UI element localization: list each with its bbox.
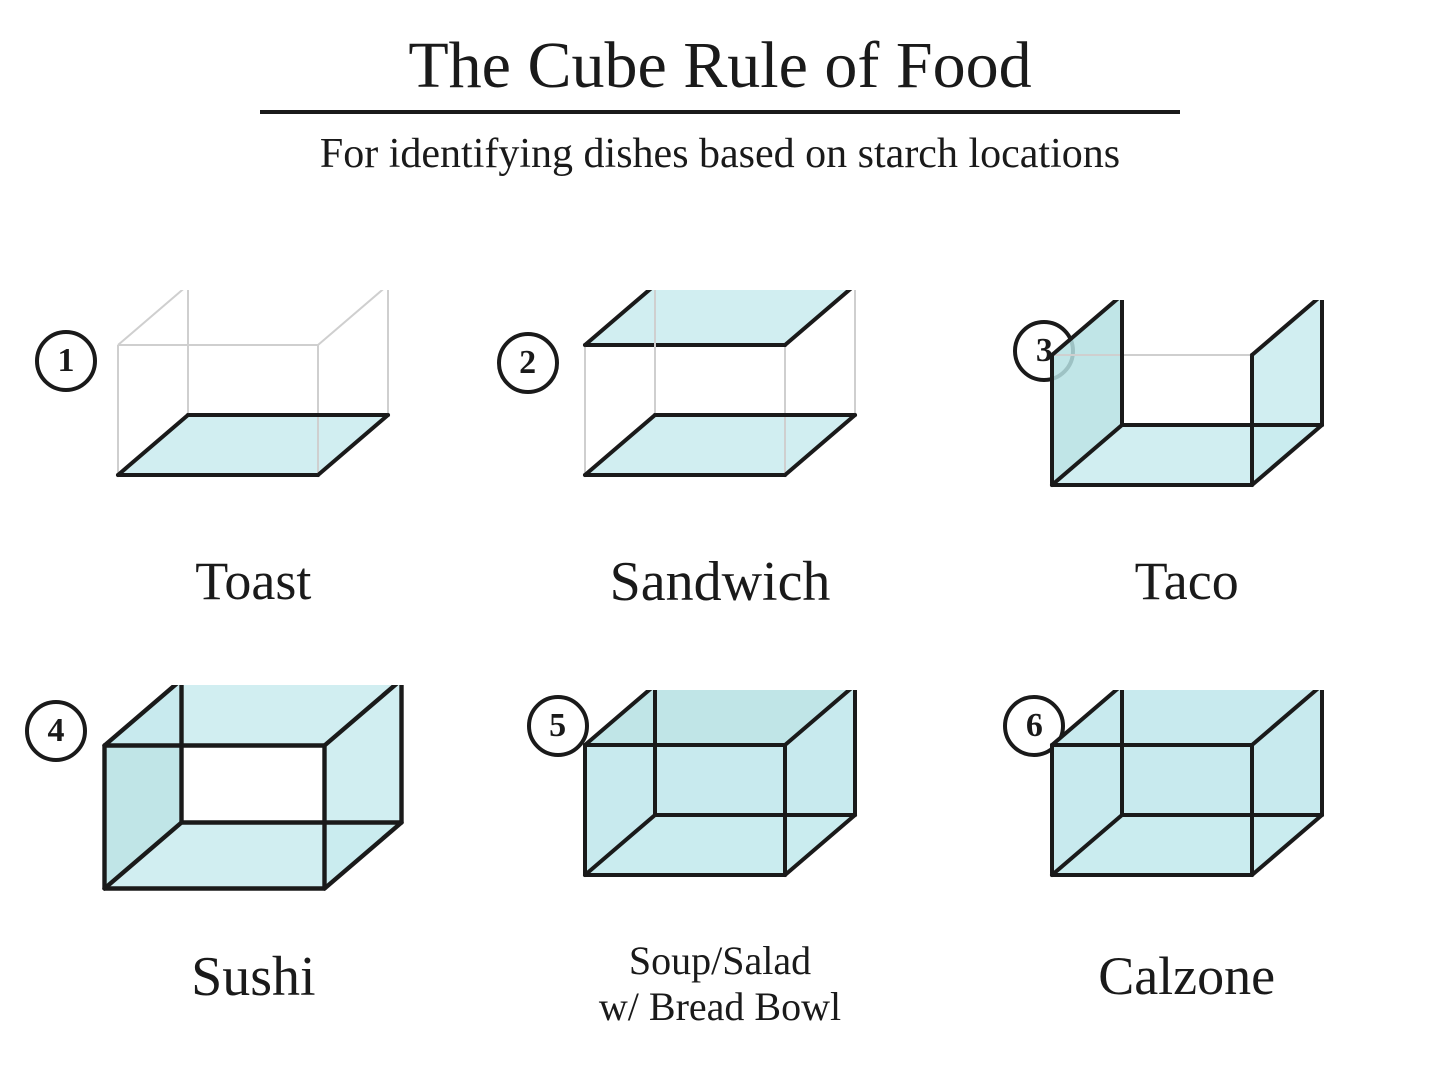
grid-cell: 6Calzone [953, 670, 1420, 1050]
item-label: Taco [953, 550, 1420, 612]
grid-cell: 3Taco [953, 290, 1420, 670]
grid-cell: 5Soup/Salad w/ Bread Bowl [487, 670, 954, 1050]
item-label: Calzone [953, 945, 1420, 1007]
cube-diagram [545, 690, 895, 930]
item-label: Toast [20, 550, 487, 612]
cube-diagram [1012, 690, 1362, 930]
item-label: Sushi [20, 945, 487, 1009]
page-root: The Cube Rule of Food For identifying di… [0, 0, 1440, 1080]
cube-grid: 1Toast2Sandwich3Taco 4Sushi5Soup/Salad w/… [20, 290, 1420, 1050]
item-label: Sandwich [487, 550, 954, 614]
cube-diagram [61, 685, 446, 949]
cube-diagram [545, 290, 895, 530]
cube-diagram [1012, 300, 1362, 540]
cube-diagram [78, 290, 428, 530]
subtitle: For identifying dishes based on starch l… [0, 130, 1440, 178]
grid-cell: 2Sandwich [487, 290, 954, 670]
title: The Cube Rule of Food [0, 28, 1440, 104]
grid-cell: 4Sushi [20, 670, 487, 1050]
grid-cell: 1Toast [20, 290, 487, 670]
title-underline [260, 110, 1180, 114]
item-label: Soup/Salad w/ Bread Bowl [487, 938, 954, 1030]
